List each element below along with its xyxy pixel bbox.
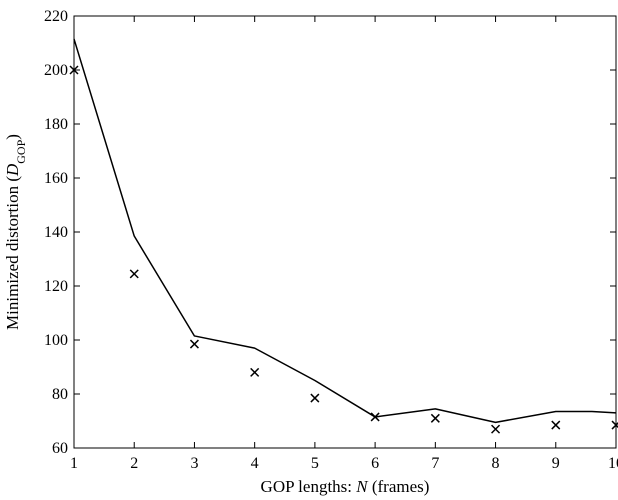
y-tick-label: 180	[44, 116, 68, 133]
data-point-marker	[310, 393, 320, 403]
x-axis-label-variable: N	[355, 477, 369, 496]
data-point-marker	[69, 65, 79, 75]
y-axis-label-suffix: )	[3, 134, 22, 140]
data-point-marker	[250, 367, 260, 377]
y-tick-label: 200	[44, 62, 68, 79]
x-tick-label: 2	[130, 455, 138, 472]
y-tick-label: 220	[44, 8, 68, 25]
x-tick-label: 3	[190, 455, 198, 472]
x-tick-label: 9	[552, 455, 560, 472]
x-tick-label: 8	[492, 455, 500, 472]
y-tick-label: 160	[44, 170, 68, 187]
y-axis-label-prefix: Minimized distortion (	[3, 176, 22, 330]
x-tick-label: 4	[251, 455, 259, 472]
x-tick-label: 5	[311, 455, 319, 472]
axis-ticks: 1 2 3 4 5 6 7 8 9 10 60 80 100 120 140 160 180 200 220	[44, 8, 618, 472]
data-point-marker	[551, 420, 561, 430]
x-tick-label: 6	[371, 455, 379, 472]
x-axis-label-suffix: (frames)	[368, 477, 430, 496]
y-tick-label: 120	[44, 278, 68, 295]
y-tick-label: 100	[44, 332, 68, 349]
x-tick-label: 7	[431, 455, 439, 472]
y-tick-label: 80	[52, 386, 68, 403]
markers-layer	[69, 65, 618, 434]
data-point-marker	[611, 420, 618, 430]
data-point-marker	[189, 339, 199, 349]
y-axis-label-subscript: GOP	[14, 139, 28, 163]
x-axis-label-prefix: GOP lengths:	[261, 477, 357, 496]
data-point-marker	[129, 269, 139, 279]
axes-frame	[73, 15, 617, 449]
x-tick-label: 1	[70, 455, 78, 472]
y-tick-label: 140	[44, 224, 68, 241]
data-point-marker	[370, 412, 380, 422]
x-tick-label: 10	[608, 455, 618, 472]
y-axis-label: Minimized distortion (DGOP)	[3, 134, 28, 330]
y-tick-label: 60	[52, 440, 68, 457]
data-point-marker	[430, 413, 440, 423]
plot-area: 1 2 3 4 5 6 7 8 9 10 60 80 100 120 140 160 180 200 220	[44, 8, 618, 472]
series-line	[73, 38, 617, 424]
x-axis-label: GOP lengths: N (frames)	[261, 477, 430, 496]
y-axis-label-variable: D	[3, 163, 22, 177]
series-layer	[73, 38, 617, 424]
data-point-marker	[491, 424, 501, 434]
